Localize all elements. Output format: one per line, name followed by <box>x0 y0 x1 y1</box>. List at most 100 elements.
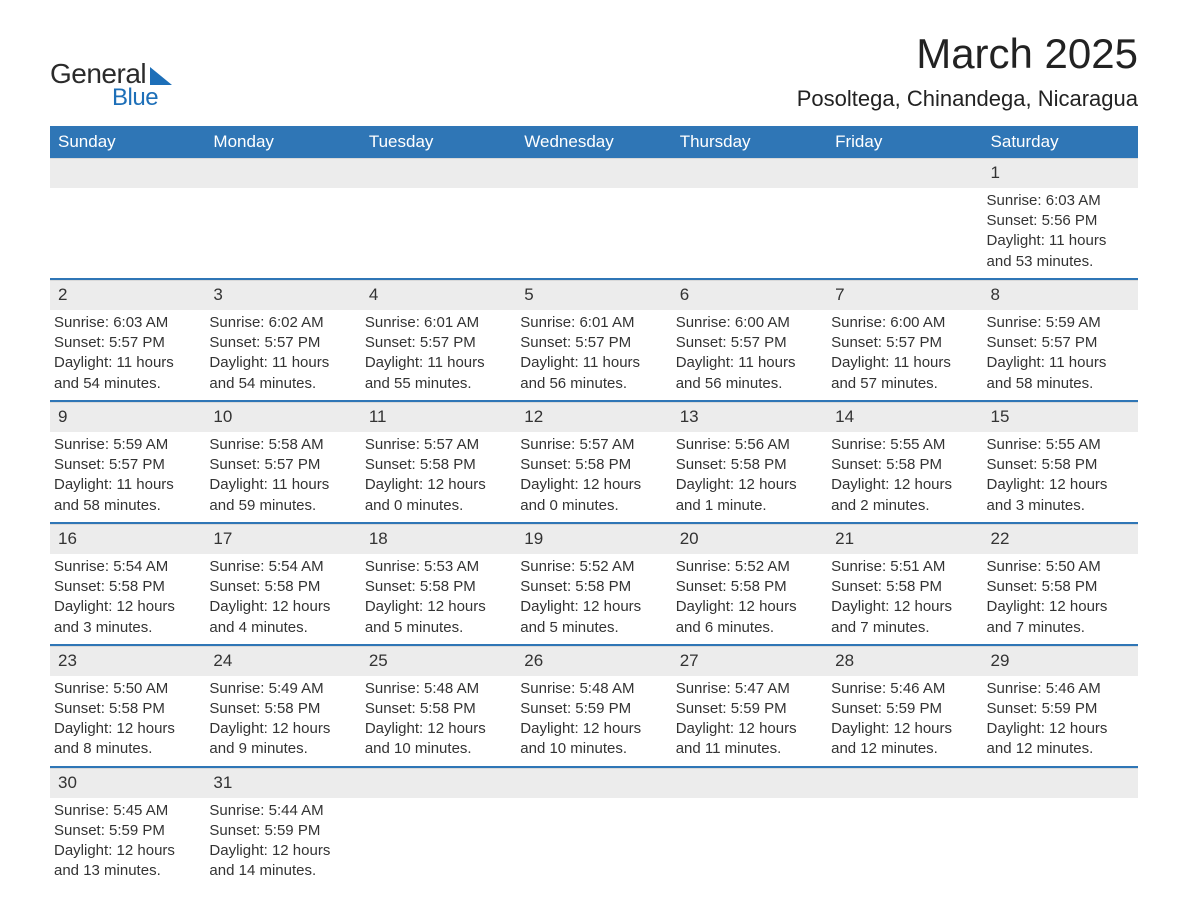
daylight-text: Daylight: 12 hours and 14 minutes. <box>209 841 354 882</box>
sunrise-text: Sunrise: 5:54 AM <box>54 557 199 577</box>
day-number: 9 <box>50 402 205 432</box>
day-body: Sunrise: 5:57 AMSunset: 5:58 PMDaylight:… <box>516 432 671 522</box>
day-number <box>205 158 360 188</box>
calendar-cell <box>361 158 516 279</box>
calendar-cell: 29Sunrise: 5:46 AMSunset: 5:59 PMDayligh… <box>983 645 1138 767</box>
day-number: 13 <box>672 402 827 432</box>
sunset-text: Sunset: 5:59 PM <box>676 699 821 719</box>
day-number: 16 <box>50 524 205 554</box>
col-header: Saturday <box>983 126 1138 158</box>
day-body: Sunrise: 6:01 AMSunset: 5:57 PMDaylight:… <box>361 310 516 400</box>
day-number <box>983 768 1138 798</box>
calendar-cell <box>516 158 671 279</box>
sunset-text: Sunset: 5:58 PM <box>365 455 510 475</box>
sunrise-text: Sunrise: 5:59 AM <box>987 313 1132 333</box>
sunset-text: Sunset: 5:57 PM <box>520 333 665 353</box>
daylight-text: Daylight: 12 hours and 10 minutes. <box>520 719 665 760</box>
day-body: Sunrise: 5:55 AMSunset: 5:58 PMDaylight:… <box>827 432 982 522</box>
day-number: 6 <box>672 280 827 310</box>
day-body: Sunrise: 5:50 AMSunset: 5:58 PMDaylight:… <box>50 676 205 766</box>
sunset-text: Sunset: 5:58 PM <box>54 577 199 597</box>
page-title: March 2025 <box>797 30 1138 78</box>
day-body: Sunrise: 5:48 AMSunset: 5:59 PMDaylight:… <box>516 676 671 766</box>
day-body: Sunrise: 5:50 AMSunset: 5:58 PMDaylight:… <box>983 554 1138 644</box>
daylight-text: Daylight: 12 hours and 7 minutes. <box>831 597 976 638</box>
calendar-body: 1Sunrise: 6:03 AMSunset: 5:56 PMDaylight… <box>50 158 1138 888</box>
day-number: 4 <box>361 280 516 310</box>
day-number: 27 <box>672 646 827 676</box>
day-body: Sunrise: 6:02 AMSunset: 5:57 PMDaylight:… <box>205 310 360 400</box>
day-body: Sunrise: 5:45 AMSunset: 5:59 PMDaylight:… <box>50 798 205 888</box>
calendar-cell: 10Sunrise: 5:58 AMSunset: 5:57 PMDayligh… <box>205 401 360 523</box>
calendar-cell: 17Sunrise: 5:54 AMSunset: 5:58 PMDayligh… <box>205 523 360 645</box>
sunrise-text: Sunrise: 5:57 AM <box>520 435 665 455</box>
day-number: 26 <box>516 646 671 676</box>
day-body <box>983 798 1138 807</box>
calendar-week-row: 23Sunrise: 5:50 AMSunset: 5:58 PMDayligh… <box>50 645 1138 767</box>
sunset-text: Sunset: 5:59 PM <box>831 699 976 719</box>
logo-triangle-icon <box>150 67 172 85</box>
sunrise-text: Sunrise: 5:55 AM <box>987 435 1132 455</box>
day-number: 31 <box>205 768 360 798</box>
calendar-cell: 2Sunrise: 6:03 AMSunset: 5:57 PMDaylight… <box>50 279 205 401</box>
header: General Blue March 2025 Posoltega, China… <box>50 30 1138 122</box>
sunrise-text: Sunrise: 5:51 AM <box>831 557 976 577</box>
calendar-cell: 27Sunrise: 5:47 AMSunset: 5:59 PMDayligh… <box>672 645 827 767</box>
sunrise-text: Sunrise: 5:46 AM <box>831 679 976 699</box>
day-number: 11 <box>361 402 516 432</box>
day-number: 19 <box>516 524 671 554</box>
day-body <box>516 188 671 197</box>
daylight-text: Daylight: 12 hours and 0 minutes. <box>520 475 665 516</box>
day-number: 3 <box>205 280 360 310</box>
sunset-text: Sunset: 5:57 PM <box>209 455 354 475</box>
day-body: Sunrise: 5:53 AMSunset: 5:58 PMDaylight:… <box>361 554 516 644</box>
calendar-cell <box>672 767 827 888</box>
day-number: 23 <box>50 646 205 676</box>
calendar-cell: 9Sunrise: 5:59 AMSunset: 5:57 PMDaylight… <box>50 401 205 523</box>
day-body: Sunrise: 5:59 AMSunset: 5:57 PMDaylight:… <box>50 432 205 522</box>
day-body: Sunrise: 6:00 AMSunset: 5:57 PMDaylight:… <box>827 310 982 400</box>
sunset-text: Sunset: 5:58 PM <box>520 577 665 597</box>
calendar-cell: 13Sunrise: 5:56 AMSunset: 5:58 PMDayligh… <box>672 401 827 523</box>
daylight-text: Daylight: 12 hours and 5 minutes. <box>520 597 665 638</box>
col-header: Friday <box>827 126 982 158</box>
day-number <box>827 158 982 188</box>
daylight-text: Daylight: 11 hours and 56 minutes. <box>676 353 821 394</box>
calendar-cell: 20Sunrise: 5:52 AMSunset: 5:58 PMDayligh… <box>672 523 827 645</box>
day-number: 28 <box>827 646 982 676</box>
day-body: Sunrise: 6:00 AMSunset: 5:57 PMDaylight:… <box>672 310 827 400</box>
day-body: Sunrise: 5:51 AMSunset: 5:58 PMDaylight:… <box>827 554 982 644</box>
sunset-text: Sunset: 5:57 PM <box>676 333 821 353</box>
day-body: Sunrise: 5:56 AMSunset: 5:58 PMDaylight:… <box>672 432 827 522</box>
sunset-text: Sunset: 5:57 PM <box>831 333 976 353</box>
day-body: Sunrise: 5:58 AMSunset: 5:57 PMDaylight:… <box>205 432 360 522</box>
day-number <box>516 768 671 798</box>
day-body: Sunrise: 5:54 AMSunset: 5:58 PMDaylight:… <box>205 554 360 644</box>
calendar-cell: 28Sunrise: 5:46 AMSunset: 5:59 PMDayligh… <box>827 645 982 767</box>
calendar-table: Sunday Monday Tuesday Wednesday Thursday… <box>50 126 1138 888</box>
day-body: Sunrise: 5:57 AMSunset: 5:58 PMDaylight:… <box>361 432 516 522</box>
sunset-text: Sunset: 5:58 PM <box>520 455 665 475</box>
day-body: Sunrise: 5:48 AMSunset: 5:58 PMDaylight:… <box>361 676 516 766</box>
day-body: Sunrise: 5:46 AMSunset: 5:59 PMDaylight:… <box>983 676 1138 766</box>
col-header: Monday <box>205 126 360 158</box>
sunrise-text: Sunrise: 5:58 AM <box>209 435 354 455</box>
sunrise-text: Sunrise: 5:55 AM <box>831 435 976 455</box>
sunrise-text: Sunrise: 5:54 AM <box>209 557 354 577</box>
day-number <box>361 768 516 798</box>
day-number: 25 <box>361 646 516 676</box>
calendar-week-row: 1Sunrise: 6:03 AMSunset: 5:56 PMDaylight… <box>50 158 1138 279</box>
daylight-text: Daylight: 12 hours and 2 minutes. <box>831 475 976 516</box>
daylight-text: Daylight: 12 hours and 8 minutes. <box>54 719 199 760</box>
calendar-cell: 16Sunrise: 5:54 AMSunset: 5:58 PMDayligh… <box>50 523 205 645</box>
sunrise-text: Sunrise: 5:57 AM <box>365 435 510 455</box>
calendar-cell: 11Sunrise: 5:57 AMSunset: 5:58 PMDayligh… <box>361 401 516 523</box>
daylight-text: Daylight: 12 hours and 13 minutes. <box>54 841 199 882</box>
day-body: Sunrise: 6:01 AMSunset: 5:57 PMDaylight:… <box>516 310 671 400</box>
calendar-cell: 5Sunrise: 6:01 AMSunset: 5:57 PMDaylight… <box>516 279 671 401</box>
sunrise-text: Sunrise: 5:50 AM <box>987 557 1132 577</box>
day-number <box>361 158 516 188</box>
title-block: March 2025 Posoltega, Chinandega, Nicara… <box>797 30 1138 122</box>
day-number: 22 <box>983 524 1138 554</box>
daylight-text: Daylight: 12 hours and 5 minutes. <box>365 597 510 638</box>
